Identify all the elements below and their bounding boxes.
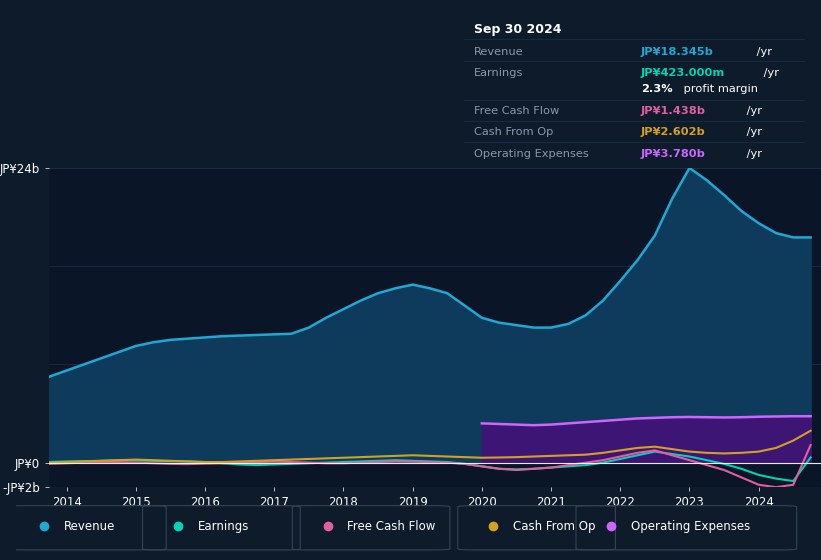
Text: /yr: /yr: [760, 68, 779, 78]
Text: Operating Expenses: Operating Expenses: [631, 520, 750, 533]
Text: /yr: /yr: [743, 128, 762, 138]
Text: /yr: /yr: [754, 47, 773, 57]
Text: profit margin: profit margin: [681, 83, 759, 94]
Text: JP¥423.000m: JP¥423.000m: [641, 68, 725, 78]
Text: /yr: /yr: [743, 149, 762, 159]
Text: 2.3%: 2.3%: [641, 83, 672, 94]
Text: Revenue: Revenue: [474, 47, 524, 57]
Text: Operating Expenses: Operating Expenses: [474, 149, 589, 159]
Text: JP¥18.345b: JP¥18.345b: [641, 47, 714, 57]
Text: Earnings: Earnings: [198, 520, 249, 533]
Text: Revenue: Revenue: [64, 520, 115, 533]
Text: Free Cash Flow: Free Cash Flow: [347, 520, 436, 533]
Text: JP¥3.780b: JP¥3.780b: [641, 149, 706, 159]
Text: Free Cash Flow: Free Cash Flow: [474, 106, 559, 116]
Text: Sep 30 2024: Sep 30 2024: [474, 23, 562, 36]
Text: /yr: /yr: [743, 106, 762, 116]
Text: JP¥2.602b: JP¥2.602b: [641, 128, 706, 138]
Text: Earnings: Earnings: [474, 68, 524, 78]
Text: Cash From Op: Cash From Op: [474, 128, 553, 138]
Text: JP¥1.438b: JP¥1.438b: [641, 106, 706, 116]
Text: Cash From Op: Cash From Op: [513, 520, 595, 533]
